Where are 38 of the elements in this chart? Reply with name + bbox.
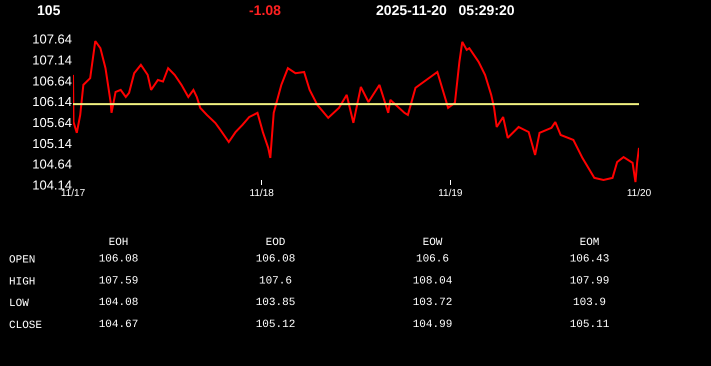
data-label: 103.72 bbox=[412, 297, 452, 310]
data-label: 107.99 bbox=[570, 275, 610, 288]
y-tick-label: OPEN bbox=[9, 254, 36, 267]
data-label: 105.12 bbox=[256, 318, 296, 331]
x-tick-label: EOH bbox=[108, 236, 128, 249]
x-tick-label: 11/19 bbox=[438, 188, 463, 199]
text: 105 bbox=[37, 2, 61, 18]
data-label: 108.04 bbox=[412, 275, 453, 288]
y-tick-label: 105.64 bbox=[32, 114, 72, 130]
x-tick-label: EOD bbox=[266, 236, 286, 249]
data-label: 105.11 bbox=[570, 318, 610, 331]
data-label: 107.59 bbox=[98, 275, 138, 288]
text: -1.08 bbox=[249, 2, 282, 18]
data-label: 104.99 bbox=[412, 318, 452, 331]
data-label: 103.9 bbox=[572, 297, 606, 310]
y-tick-label: 106.64 bbox=[32, 73, 72, 88]
x-tick-label: 11/18 bbox=[250, 188, 274, 199]
y-tick-label: 106.14 bbox=[32, 94, 72, 110]
data-label: 106.43 bbox=[570, 254, 610, 266]
data-label: 107.6 bbox=[258, 275, 292, 288]
data-label: 106.08 bbox=[256, 254, 296, 266]
x-tick-label: 11/20 bbox=[626, 188, 652, 199]
y-tick-label: 107.64 bbox=[32, 32, 72, 47]
y-tick-label: LOW bbox=[9, 298, 30, 310]
x-tick-label: 11/17 bbox=[60, 188, 86, 199]
y-tick-label: 107.14 bbox=[32, 52, 72, 68]
x-tick-label: EOM bbox=[580, 236, 600, 249]
y-tick-label: CLOSE bbox=[9, 320, 42, 332]
y-tick-label: 105.14 bbox=[32, 136, 72, 151]
data-label: 106.6 bbox=[416, 254, 450, 266]
data-label: 104.08 bbox=[98, 297, 138, 310]
x-tick-label: EOW bbox=[422, 236, 443, 249]
data-label: 106.08 bbox=[98, 254, 138, 266]
text: 2025-11-20 05:29:20 bbox=[376, 2, 515, 18]
data-label: 103.85 bbox=[256, 297, 296, 310]
y-tick-label: HIGH bbox=[9, 276, 36, 288]
data-label: 104.67 bbox=[98, 318, 138, 331]
y-tick-label: 104.64 bbox=[32, 156, 72, 172]
